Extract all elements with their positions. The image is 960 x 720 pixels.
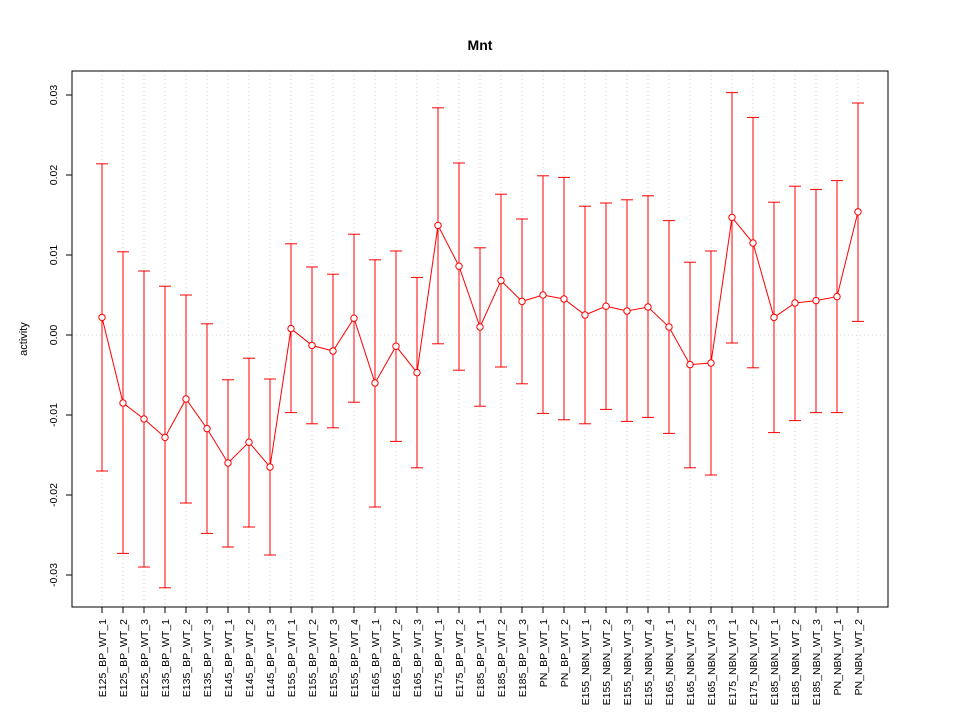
y-tick-label: 0.00 [48,325,60,346]
data-point [665,323,673,331]
data-point [833,292,841,301]
x-tick-label: E135_BP_WT_1 [160,619,172,697]
x-tick-label: E155_NBN_WT_2 [601,619,613,706]
axis-layer: 0.03 0.02 0.01 0.00 -0.01 -0.02 -0.03 E125_BP_W… [48,85,865,706]
x-tick-label: E135_BP_WT_3 [202,619,214,697]
x-tick-label: E155_BP_WT_2 [307,619,319,697]
x-tick-label: E185_NBN_WT_3 [811,619,823,706]
data-point [287,324,295,333]
data-point [98,313,106,322]
x-tick-label: PN_NBN_WT_2 [853,619,865,696]
data-point [224,459,232,467]
data-point [434,221,442,230]
x-tick-label: E165_NBN_WT_2 [685,619,697,706]
data-point [308,341,316,350]
data-point [350,314,358,322]
x-tick-label: E135_BP_WT_2 [181,619,193,697]
x-tick-label: E165_NBN_WT_1 [664,619,676,706]
data-point [476,323,484,331]
x-tick-label: E185_BP_WT_1 [475,619,487,697]
data-point [140,415,148,423]
data-point [686,360,694,369]
x-tick-label: E125_BP_WT_1 [97,619,109,697]
x-tick-label: E185_NBN_WT_1 [769,619,781,706]
y-tick-label: 0.01 [48,245,60,266]
x-tick-label: E175_NBN_WT_1 [727,619,739,706]
x-tick-label: E155_NBN_WT_3 [622,619,634,706]
x-tick-label: E155_NBN_WT_4 [643,619,655,706]
data-point [518,297,526,306]
data-point [371,379,379,387]
x-tick-label: PN_BP_WT_1 [538,619,550,687]
x-tick-label: E165_BP_WT_1 [370,619,382,697]
data-point [560,295,568,303]
x-tick-label: E155_BP_WT_3 [328,619,340,697]
x-tick-label: E175_BP_WT_1 [433,619,445,697]
x-tick-label: E165_BP_WT_2 [391,619,403,697]
plot-frame [71,70,889,608]
x-tick-label: E185_NBN_WT_2 [790,619,802,706]
data-point [728,213,736,222]
y-axis-label: activity [18,322,30,356]
point-layer [98,208,862,471]
x-tick-label: PN_BP_WT_2 [559,619,571,687]
data-point [539,291,547,299]
data-point [581,311,589,319]
x-tick-label: E175_BP_WT_2 [454,619,466,697]
data-point [413,368,421,377]
data-point [266,463,274,471]
x-tick-label: E155_BP_WT_4 [349,619,361,697]
data-point [770,313,778,322]
data-point [623,307,631,315]
data-point [812,296,820,305]
data-point [602,302,610,310]
y-tick-label: -0.03 [48,563,60,587]
x-tick-label: E165_NBN_WT_3 [706,619,718,706]
y-tick-label: -0.01 [48,403,60,427]
data-point [245,438,253,446]
data-point [119,399,127,407]
x-tick-label: E145_BP_WT_3 [265,619,277,697]
error-bar-layer [96,92,864,589]
x-tick-label: E185_BP_WT_3 [517,619,529,697]
data-point [497,276,505,285]
x-tick-label: E175_NBN_WT_2 [748,619,760,706]
data-point [203,424,211,433]
x-tick-label: E145_BP_WT_2 [244,619,256,697]
x-tick-label: E155_NBN_WT_1 [580,619,592,706]
y-tick-label: 0.02 [48,165,60,186]
data-point [749,239,757,247]
x-tick-label: E185_BP_WT_2 [496,619,508,697]
data-point [854,208,862,216]
x-tick-label: E165_BP_WT_3 [412,619,424,697]
x-tick-label: E125_BP_WT_2 [118,619,130,697]
x-tick-label: E125_BP_WT_3 [139,619,151,697]
x-tick-label: PN_NBN_WT_1 [832,619,844,696]
data-point [329,347,337,355]
data-point [455,262,463,270]
y-tick-label: -0.02 [48,483,60,507]
x-tick-label: E145_BP_WT_1 [223,619,235,697]
data-point [707,359,715,367]
data-point [791,299,799,307]
y-tick-label: 0.03 [48,85,60,106]
data-point [161,433,169,442]
data-point [644,303,652,311]
x-tick-label: E155_BP_WT_1 [286,619,298,697]
data-point [392,342,400,350]
chart-title: Mnt [468,37,493,53]
data-point [182,395,190,403]
